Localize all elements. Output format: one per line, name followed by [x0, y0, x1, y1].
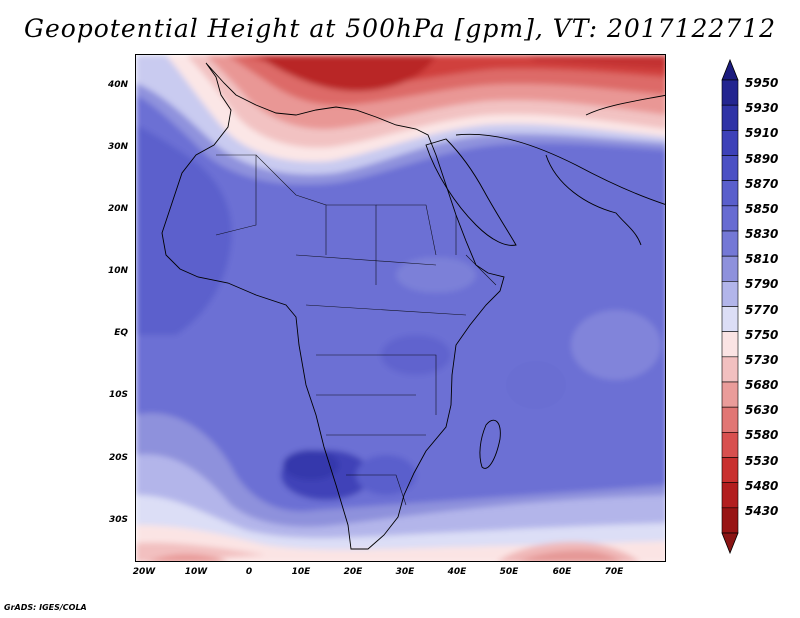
colorbar-box [721, 230, 739, 257]
chart-title: Geopotential Height at 500hPa [gpm], VT:… [23, 14, 777, 43]
colorbar-label: 5950 [745, 76, 779, 90]
colorbar-box [721, 457, 739, 483]
colorbar-label: 5770 [745, 302, 779, 317]
colorbar-box [721, 482, 739, 509]
lon-label-10e: 10E [291, 567, 311, 577]
credit-text: GrADS: IGES/COLA [4, 603, 87, 612]
colorbar-label: 5850 [745, 201, 779, 216]
colorbar-bottom-arrow [721, 532, 739, 555]
map-panel [135, 54, 666, 562]
lat-label-30n: 30N [107, 142, 128, 152]
geopotential-map [136, 55, 665, 561]
colorbar-label: 5870 [745, 176, 779, 191]
coastlines [161, 62, 665, 550]
colorbar-label: 5480 [745, 478, 779, 493]
colorbar-label: 5580 [745, 428, 779, 443]
colorbar-box [721, 205, 739, 232]
colorbar-box [721, 79, 739, 106]
colorbar-label: 5730 [745, 352, 779, 367]
lon-label-30e: 30E [395, 567, 415, 577]
lat-label-20s: 20S [108, 453, 128, 463]
colorbar-label: 5530 [745, 453, 779, 468]
lat-label-10n: 10N [107, 266, 128, 276]
country-borders [215, 154, 497, 506]
lon-label-50e: 50E [499, 567, 519, 577]
colorbar-box [721, 255, 739, 282]
lat-label-40n: 40N [107, 80, 128, 90]
colorbar-box [721, 381, 739, 408]
lon-label-10w: 10W [184, 567, 208, 577]
lon-label-40e: 40E [447, 567, 467, 577]
colorbar-label: 5790 [745, 277, 779, 292]
colorbar-label: 5890 [745, 151, 779, 166]
lon-label-0: 0 [245, 567, 253, 577]
colorbar-box [721, 507, 739, 534]
height-field [136, 55, 665, 561]
colorbar-box [721, 306, 739, 332]
colorbar-label: 5810 [745, 252, 779, 267]
colorbar-box [721, 180, 739, 207]
colorbar-label: 5680 [745, 378, 779, 392]
lon-label-60e: 60E [552, 567, 572, 577]
colorbar-box [721, 281, 739, 307]
colorbar-box [721, 104, 739, 131]
lat-label-30s: 30S [108, 515, 128, 525]
lon-label-20w: 20W [132, 567, 156, 577]
lon-label-20e: 20E [343, 567, 363, 577]
colorbar-box [721, 130, 739, 156]
colorbar-label: 5830 [745, 227, 779, 241]
colorbar-box [721, 432, 739, 458]
colorbar-top-arrow [721, 58, 739, 81]
colorbar [721, 58, 739, 555]
colorbar-label: 5630 [745, 403, 779, 418]
lat-label-10s: 10S [108, 390, 128, 400]
colorbar-label: 5430 [745, 503, 779, 518]
colorbar-box [721, 356, 739, 383]
lat-label-20n: 20N [107, 204, 128, 214]
colorbar-label: 5750 [745, 327, 779, 342]
colorbar-label: 5910 [745, 126, 779, 141]
lon-label-70e: 70E [604, 567, 624, 577]
colorbar-box [721, 331, 739, 358]
lat-label-eq: EQ [114, 328, 128, 338]
colorbar-boxes [721, 79, 739, 534]
colorbar-label: 5930 [745, 101, 779, 116]
colorbar-box [721, 155, 739, 181]
colorbar-box [721, 406, 739, 433]
